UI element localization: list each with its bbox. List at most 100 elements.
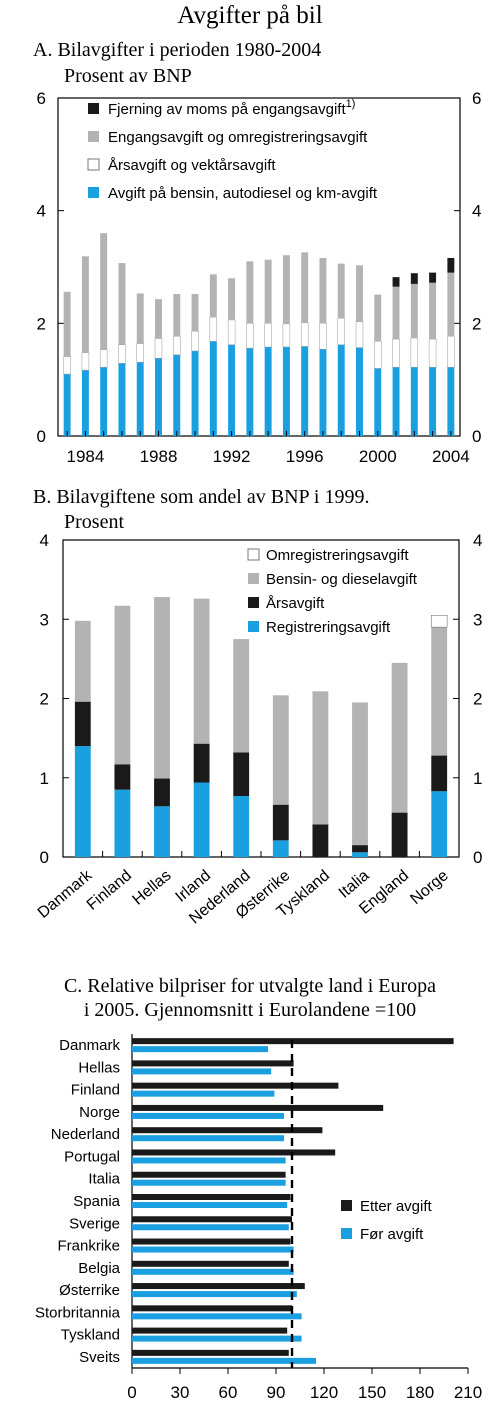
bar-for-avgift: [132, 1179, 286, 1186]
bar-for-avgift: [132, 1224, 289, 1231]
category-label: Tyskland: [61, 1327, 120, 1344]
x-tick-label: 1984: [66, 447, 104, 466]
category-label: Østerrike: [59, 1282, 120, 1299]
bar-segment: [173, 294, 181, 337]
bar-segment: [74, 701, 91, 747]
bar-etter-avgift: [132, 1149, 336, 1156]
legend-label: Etter avgift: [360, 1198, 433, 1215]
bar-segment: [154, 778, 170, 807]
bar-for-avgift: [132, 1357, 316, 1364]
x-tick-label: Danmark: [35, 866, 96, 921]
bar-segment: [392, 277, 400, 287]
y-tick-label-right: 2: [473, 690, 482, 709]
legend-label: Årsavgift: [266, 595, 325, 612]
bar-segment: [337, 344, 345, 436]
bar-segment: [352, 702, 368, 846]
category-label: Sverige: [69, 1215, 120, 1232]
x-tick-label: 90: [267, 1383, 286, 1402]
chart-b-title: B. Bilavgiftene som andel av BNP i 1999.: [33, 486, 370, 508]
bar-segment: [429, 272, 437, 283]
x-tick-label: 2000: [359, 447, 397, 466]
bar-segment: [300, 322, 309, 347]
bar-segment: [173, 336, 181, 356]
legend-label: Årsavgift og vektårsavgift: [108, 157, 276, 174]
bar-segment: [63, 356, 71, 375]
x-tick-label: 1996: [286, 447, 324, 466]
bar-segment: [155, 358, 162, 436]
legend-label: Omregistreringsavgift: [266, 547, 409, 564]
bar-segment: [430, 614, 448, 628]
category-label: Finland: [71, 1082, 120, 1099]
bar-etter-avgift: [132, 1060, 294, 1067]
bar-etter-avgift: [132, 1216, 292, 1223]
category-label: Italia: [88, 1171, 120, 1188]
x-tick-label: 60: [219, 1383, 238, 1402]
bar-segment: [374, 341, 382, 369]
bar-segment: [191, 330, 199, 352]
bar-segment: [228, 278, 236, 320]
bar-etter-avgift: [132, 1194, 291, 1200]
x-tick-label: 30: [171, 1383, 190, 1402]
bar-etter-avgift: [132, 1171, 286, 1178]
bar-segment: [209, 341, 217, 436]
bar-segment: [301, 346, 309, 436]
legend-label: Registreringsavgift: [266, 619, 391, 636]
bar-segment: [431, 755, 448, 792]
bar-segment: [264, 323, 272, 348]
bar-for-avgift: [132, 1313, 302, 1320]
chart-c-subtitle: i 2005. Gjennomsnitt i Eurolandene =100: [83, 999, 417, 1021]
bar-etter-avgift: [132, 1104, 384, 1111]
bar-etter-avgift: [132, 1283, 305, 1290]
bar-segment: [410, 337, 419, 368]
y-tick-label-right: 4: [473, 531, 482, 550]
bar-for-avgift: [132, 1335, 302, 1342]
bar-segment: [191, 294, 199, 332]
bar-segment: [301, 252, 309, 323]
legend-swatch: [247, 548, 260, 561]
x-tick-label: 180: [406, 1383, 434, 1402]
bar-segment: [282, 346, 290, 436]
bar-segment: [193, 743, 210, 783]
legend-label: Avgift på bensin, autodiesel og km-avgif…: [108, 185, 378, 202]
bar-segment: [447, 367, 455, 436]
bar-segment: [392, 367, 400, 436]
y-tick-label-right: 1: [473, 769, 482, 788]
bar-segment: [447, 336, 455, 368]
chart-b-subtitle: Prosent: [64, 511, 124, 533]
bar-segment: [209, 316, 218, 342]
x-tick-label: 2004: [432, 447, 470, 466]
chart-a: 0 0 2 2 4 4 6 6 1984 1988 1992 1996 2000 2004 Fjerning…: [37, 89, 482, 466]
bar-segment: [319, 323, 327, 350]
bar-segment: [233, 795, 250, 857]
legend-swatch: [248, 573, 259, 584]
x-tick-label: Norge: [407, 867, 451, 908]
bar-segment: [282, 255, 290, 324]
category-label: Frankrike: [57, 1238, 120, 1255]
category-label: Sveits: [79, 1349, 120, 1366]
bar-etter-avgift: [132, 1082, 339, 1089]
bar-etter-avgift: [132, 1260, 289, 1267]
chart-c: 0 30 60 90 120 150 180 210 Danmark Hellas Finland N…: [35, 1034, 482, 1402]
bar-etter-avgift: [132, 1349, 289, 1356]
legend-swatch: [88, 131, 99, 142]
bar-segment: [118, 363, 126, 436]
chart-b: 0 01 12 23 34 4DanmarkFinlandHellasIrlandNede…: [35, 531, 483, 928]
y-tick-label-right: 4: [472, 202, 481, 221]
category-label: Norge: [79, 1104, 120, 1121]
bar-for-avgift: [132, 1090, 275, 1097]
bar-segment: [352, 852, 368, 857]
y-tick-label-right: 0: [473, 848, 482, 867]
bar-segment: [319, 257, 327, 324]
category-label: Belgia: [78, 1260, 120, 1277]
bar-segment: [81, 370, 89, 436]
category-label: Hellas: [78, 1059, 120, 1076]
y-tick-label-left: 2: [37, 314, 46, 333]
bar-segment: [264, 259, 272, 324]
bar-etter-avgift: [132, 1127, 323, 1134]
bar-for-avgift: [132, 1068, 272, 1075]
bar-segment: [246, 261, 254, 324]
y-tick-label-left: 0: [37, 427, 46, 446]
bar-etter-avgift: [132, 1305, 292, 1312]
bar-segment: [431, 627, 448, 756]
bar-segment: [74, 620, 91, 702]
